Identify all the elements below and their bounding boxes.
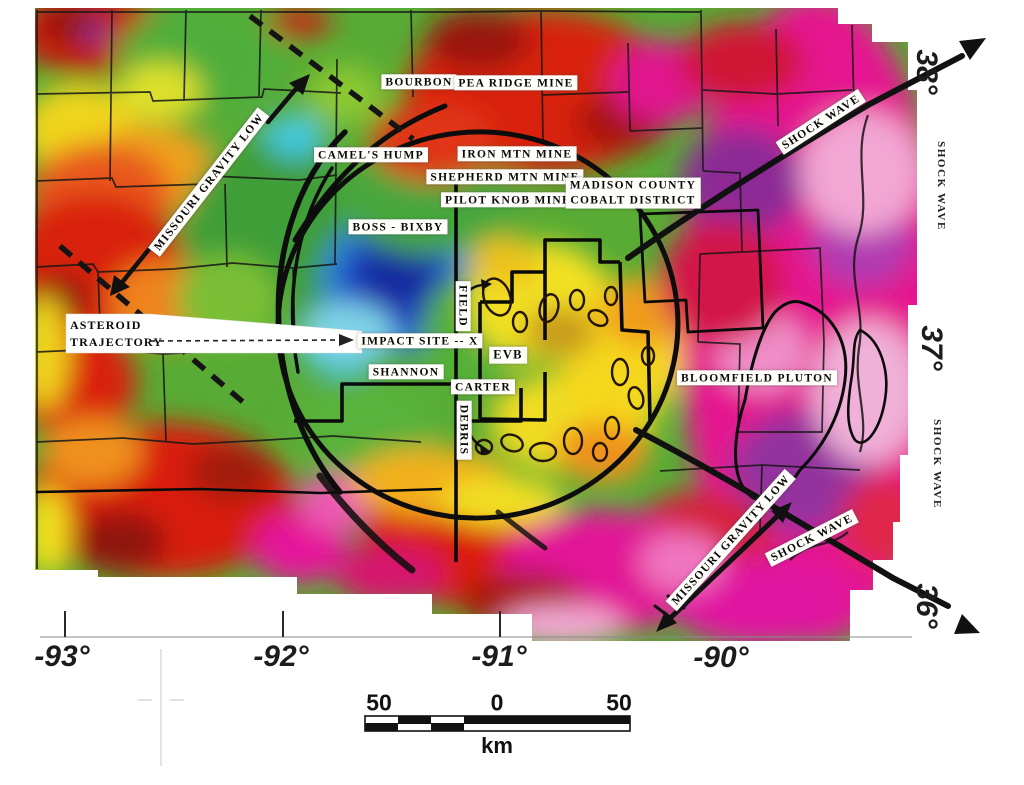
label-boss-bixby: BOSS - BIXBY [348,219,448,235]
longitude-label-92: -92° [253,640,309,673]
latitude-label-36: 36° [910,583,943,629]
scalebar-left-value: 50 [366,689,392,716]
scalebar-zero-value: 0 [490,689,504,716]
label-asteroid-trajectory: ASTEROID TRAJECTORY [70,317,163,351]
scale-bar [364,715,631,732]
label-impact-site: IMPACT SITE -- X [357,333,483,349]
latitude-label-38: 38° [910,49,943,95]
label-shock-wave-margin-top: SHOCK WAVE [935,141,947,231]
bold-structure-lines [35,182,888,562]
label-shepherd-mtn-mine: SHEPHERD MTN MINE [426,169,584,185]
scalebar-unit: km [481,733,513,758]
label-carter: CARTER [451,379,515,395]
label-iron-mtn-mine: IRON MTN MINE [457,146,577,162]
debris-field-ellipses [474,277,656,463]
label-pilot-knob-mine: PILOT KNOB MINE [441,192,575,208]
latitude-label-37: 37° [915,325,948,371]
label-trajectory: TRAJECTORY [70,334,164,349]
label-madison-county-line2: COBALT DISTRICT [570,194,696,207]
label-bourbon: BOURBON [381,74,457,90]
label-shock-wave-margin-bottom: SHOCK WAVE [931,419,943,509]
longitude-label-93: -93° [34,640,90,673]
label-field: FIELD [455,281,471,331]
label-debris: DEBRIS [456,400,472,460]
label-madison-county-cobalt-district: MADISON COUNTY COBALT DISTRICT [565,177,701,209]
scalebar-right-value: 50 [606,689,632,716]
label-asteroid: ASTEROID [70,318,142,332]
label-shannon: SHANNON [368,364,444,380]
label-pea-ridge-mine: PEA RIDGE MINE [454,75,578,91]
label-madison-county-line1: MADISON COUNTY [569,179,697,192]
label-evb: EVB [489,346,527,364]
shock-wave-arrow-upper [625,38,986,261]
longitude-label-91: -91° [471,640,527,673]
shock-wave-arrow-lower [633,427,980,634]
longitude-axis [40,611,912,638]
label-camels-hump: CAMEL'S HUMP [314,147,428,163]
label-bloomfield-pluton: BLOOMFIELD PLUTON [677,370,837,386]
longitude-label-90: -90° [693,641,749,674]
fold-mark [138,649,184,766]
asteroid-trajectory-dashed-lines [58,13,415,411]
